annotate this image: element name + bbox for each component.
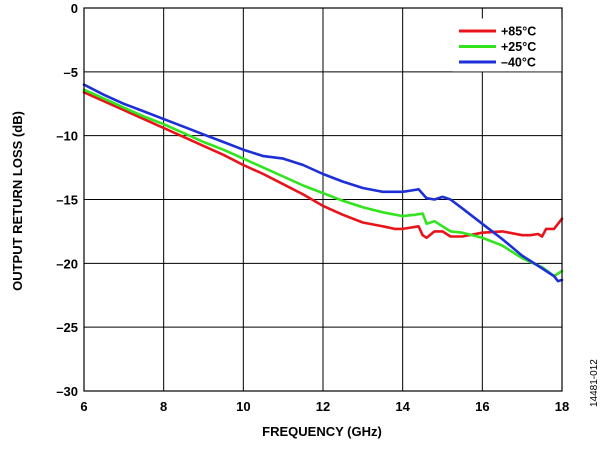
legend-label-1: +25°C <box>501 40 536 54</box>
y-tick-label-1: –5 <box>64 65 78 80</box>
legend-label-0: +85°C <box>501 25 536 39</box>
figure-id: 14481-012 <box>589 359 600 407</box>
x-tick-label-5: 16 <box>475 399 489 414</box>
x-tick-label-6: 18 <box>555 399 569 414</box>
y-tick-label-0: 0 <box>71 1 78 16</box>
x-tick-labels: 6 8 10 12 14 16 18 <box>80 399 569 414</box>
x-tick-label-3: 12 <box>316 399 330 414</box>
x-axis-title: FREQUENCY (GHz) <box>262 424 382 439</box>
y-tick-label-2: –10 <box>56 129 78 144</box>
series-line-2 <box>82 83 564 283</box>
legend-label-2: –40°C <box>501 56 536 70</box>
x-tick-label-0: 6 <box>80 399 87 414</box>
x-tick-label-1: 8 <box>160 399 167 414</box>
x-tick-label-4: 14 <box>395 399 410 414</box>
y-tick-labels: 0 –5 –10 –15 –20 –25 –30 <box>56 1 78 399</box>
y-tick-label-4: –20 <box>56 256 78 271</box>
series-lines <box>82 83 564 283</box>
x-tick-label-2: 10 <box>236 399 250 414</box>
plot-frame <box>83 7 563 392</box>
y-tick-label-6: –30 <box>56 384 78 399</box>
y-tick-label-3: –15 <box>56 193 78 208</box>
series-line-1 <box>82 88 564 278</box>
y-tick-label-5: –25 <box>56 320 78 335</box>
series-line-0 <box>82 91 564 240</box>
legend: +85°C+25°C –40°C <box>452 18 562 72</box>
y-axis-title: OUTPUT RETURN LOSS (dB) <box>10 111 25 291</box>
